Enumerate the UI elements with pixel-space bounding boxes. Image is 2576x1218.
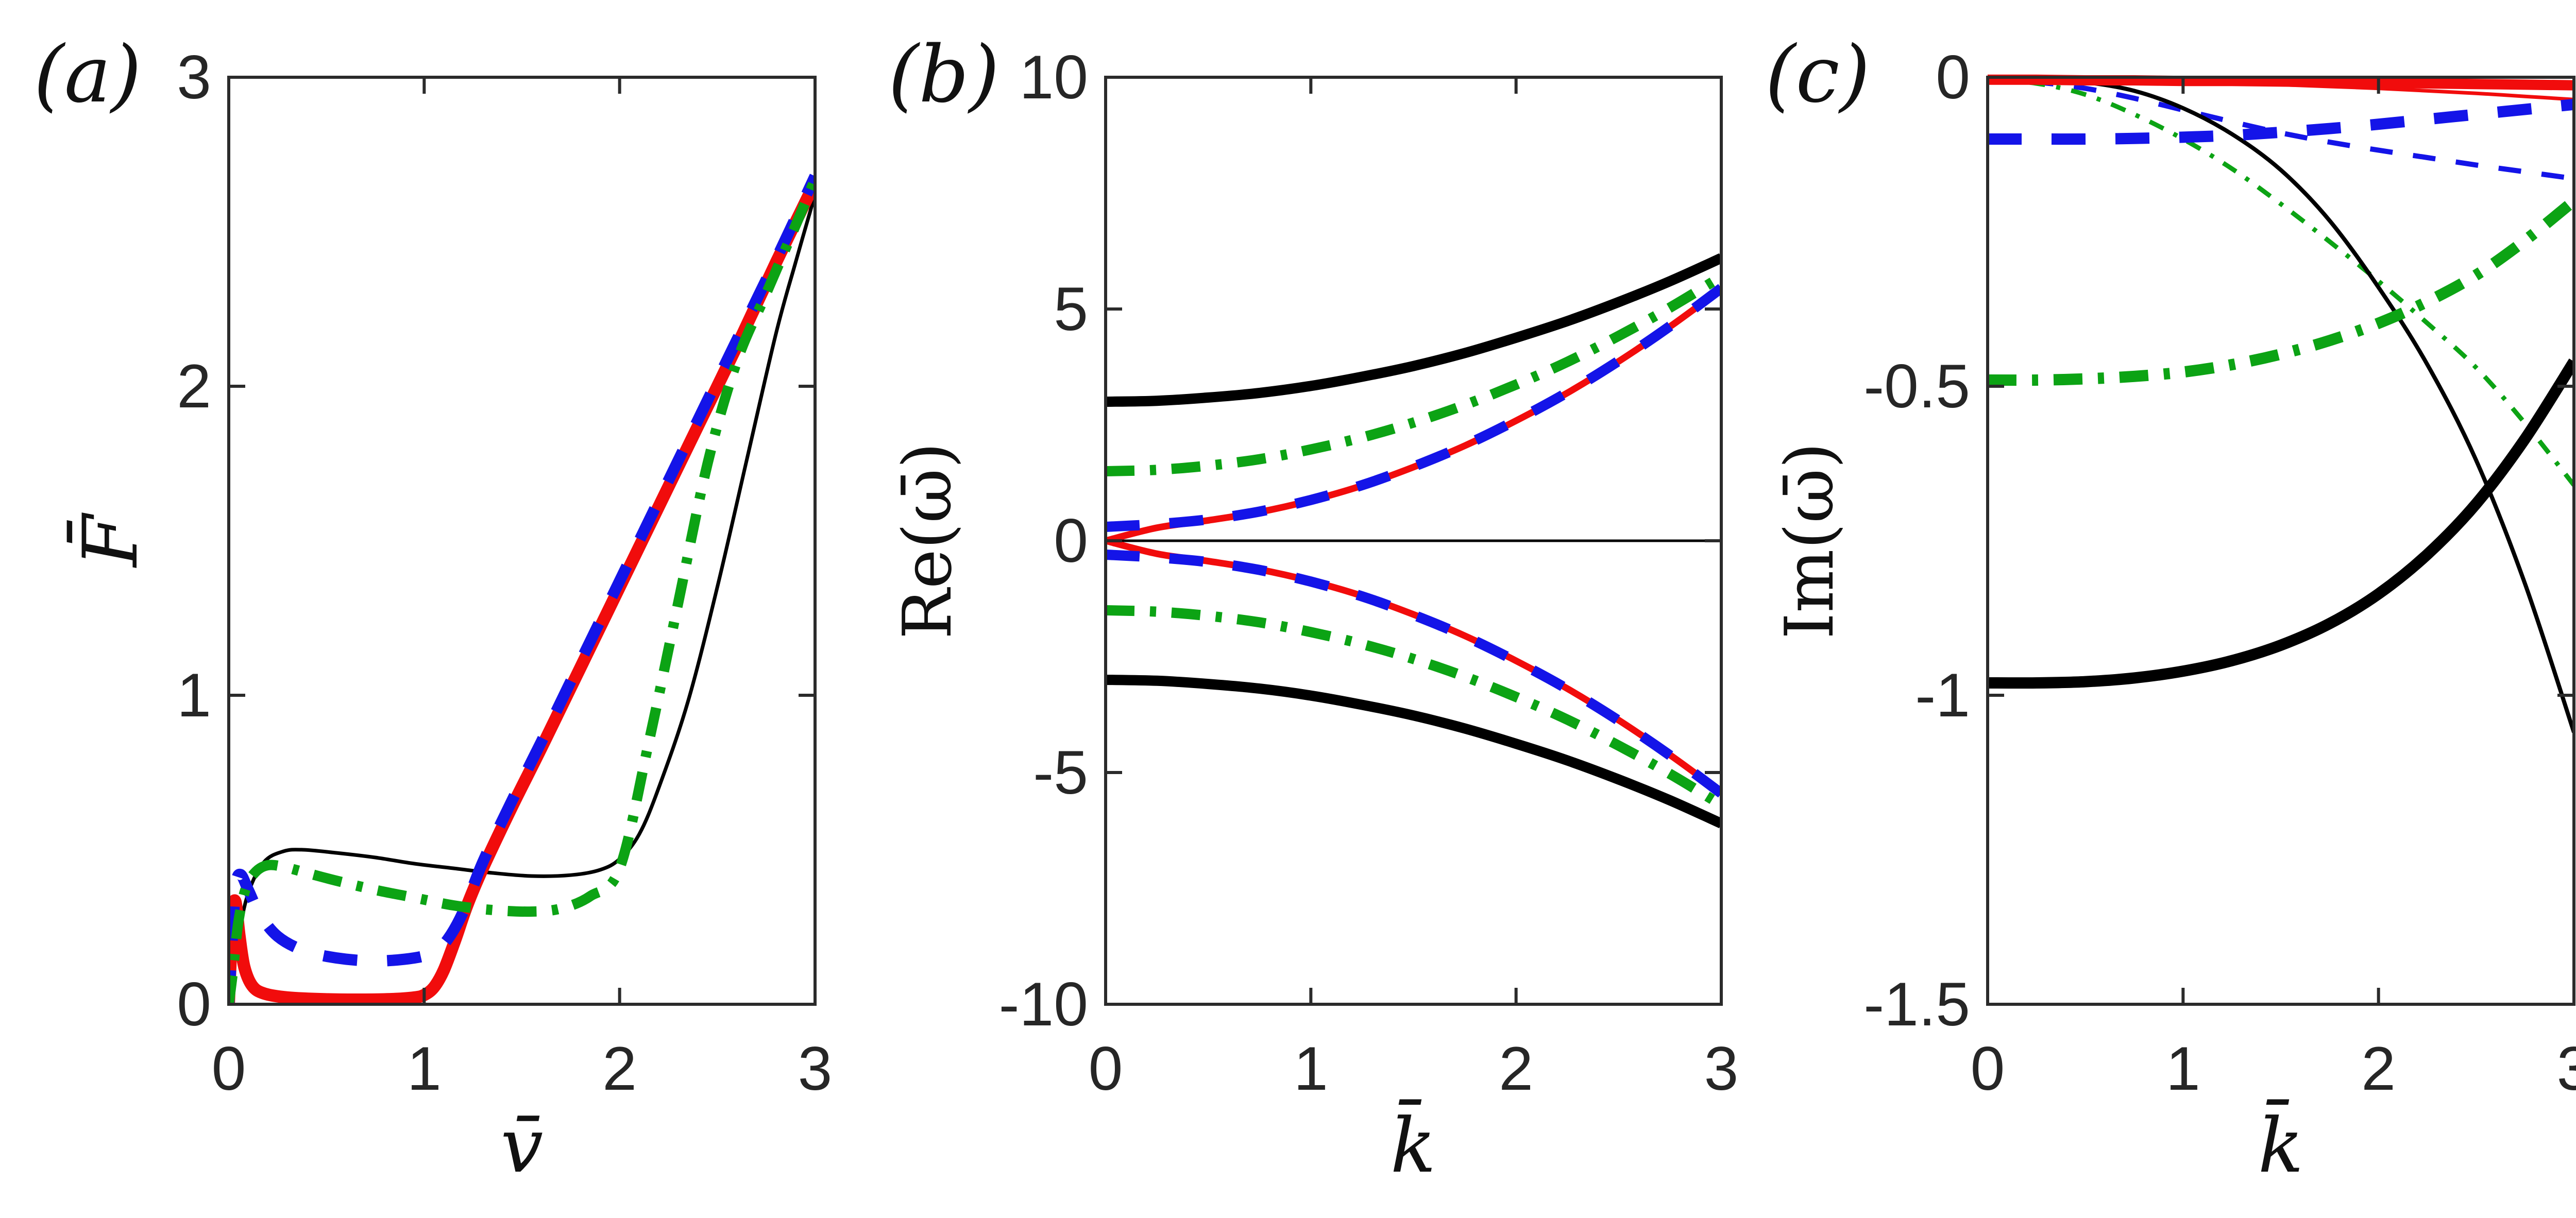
panel-a-ytick-1: 1 bbox=[177, 661, 211, 730]
panel-c-tag: (c) bbox=[1765, 29, 1870, 120]
panel-a-xlabel: v̄ bbox=[500, 1102, 544, 1190]
series-friction-law-green-dashdot bbox=[227, 177, 817, 1005]
panel-a-ytick-0: 0 bbox=[177, 970, 211, 1039]
series-friction-law-red-solid bbox=[227, 179, 817, 1006]
series-dispersion-red-neg bbox=[1105, 537, 1723, 795]
series-friction-law-black-thin bbox=[227, 194, 817, 1005]
series-dispersion-red-pos bbox=[1105, 286, 1723, 544]
series-growthrate-black-thick bbox=[1987, 358, 2575, 689]
panel-a-tag: (a) bbox=[33, 29, 142, 120]
panel-c-xtick-0: 0 bbox=[1970, 1034, 2005, 1103]
panel-c-ytick--1.5: -1.5 bbox=[1863, 970, 1970, 1039]
panel-c-ytick--1: -1 bbox=[1915, 661, 1970, 730]
panel-a-xtick-2: 2 bbox=[602, 1034, 637, 1103]
panel-b-xtick-1: 1 bbox=[1293, 1034, 1328, 1103]
panel-c-xtick-1: 1 bbox=[2165, 1034, 2200, 1103]
panel-a-ytick-2: 2 bbox=[177, 352, 211, 421]
series-friction-law-blue-dashed bbox=[227, 174, 817, 1005]
panel-c-xtick-2: 2 bbox=[2361, 1034, 2396, 1103]
series-growthrate-blue-thick-dashed bbox=[1988, 98, 2575, 145]
panel-b-tag: (b) bbox=[888, 29, 999, 120]
series-dispersion-blue-neg bbox=[1105, 550, 1723, 798]
panel-c-ytick--0.5: -0.5 bbox=[1863, 352, 1970, 421]
series-growthrate-red-thick bbox=[1987, 74, 2574, 91]
panel-b-xtick-3: 3 bbox=[1704, 1034, 1739, 1103]
panel-a-ytick-3: 3 bbox=[177, 43, 211, 112]
panel-a-xtick-0: 0 bbox=[211, 1034, 246, 1103]
series-dispersion-blue-pos bbox=[1105, 284, 1723, 532]
panel-b-ytick-0: 0 bbox=[1054, 506, 1088, 575]
panel-c-border bbox=[1986, 76, 2575, 1006]
panel-a bbox=[227, 76, 817, 1006]
panel-b-ytick--10: -10 bbox=[998, 970, 1088, 1039]
panel-c-xlabel: k̄ bbox=[2258, 1102, 2304, 1190]
panel-b-xtick-0: 0 bbox=[1088, 1034, 1123, 1103]
panel-a-xtick-3: 3 bbox=[798, 1034, 833, 1103]
panel-a-xtick-1: 1 bbox=[406, 1034, 442, 1103]
panel-b-ytick-5: 5 bbox=[1054, 275, 1088, 344]
panel-c-ytick-0: 0 bbox=[1936, 43, 1970, 112]
series-dispersion-green-pos bbox=[1105, 272, 1723, 476]
panel-a-border bbox=[227, 76, 817, 1006]
panel-c bbox=[1986, 74, 2575, 1006]
panel-b bbox=[1104, 76, 1723, 1006]
series-growthrate-black-thin bbox=[1987, 76, 2575, 733]
panel-b-ytick--5: -5 bbox=[1033, 738, 1088, 807]
series-growthrate-blue-thin-dashed bbox=[1987, 77, 2574, 181]
panel-b-xlabel: k̄ bbox=[1390, 1102, 1436, 1190]
series-dispersion-black-pos bbox=[1105, 253, 1723, 407]
series-dispersion-green-neg bbox=[1105, 605, 1723, 810]
series-growthrate-green-thin-dashdot bbox=[1987, 77, 2575, 487]
series-growthrate-green-thick-dashdot bbox=[1987, 196, 2575, 386]
series-dispersion-black-neg bbox=[1105, 675, 1723, 829]
panel-c-xtick-3: 3 bbox=[2556, 1034, 2576, 1103]
panel-b-xtick-2: 2 bbox=[1499, 1034, 1534, 1103]
panel-b-ytick-10: 10 bbox=[1019, 43, 1088, 112]
